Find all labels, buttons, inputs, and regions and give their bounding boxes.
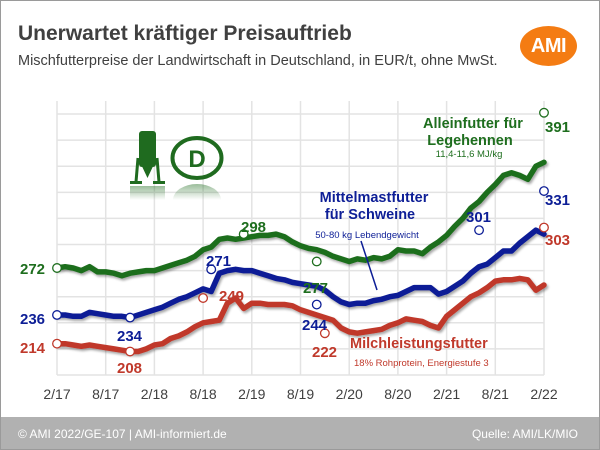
x-tick-label: 8/20 bbox=[384, 386, 411, 402]
annotation-green-note: 11,4-11,6 MJ/kg bbox=[436, 149, 503, 160]
label-green-277: 277 bbox=[303, 280, 328, 297]
label-green-end: 391 bbox=[545, 119, 570, 136]
label-red-222: 222 bbox=[312, 344, 337, 361]
annotation-green-line1: Alleinfutter für bbox=[423, 116, 523, 132]
data-point-marker bbox=[311, 256, 322, 267]
value-labels: 272 298 277 391 236 234 271 244 301 331 … bbox=[20, 119, 570, 377]
annotation-blue-line2: für Schweine bbox=[325, 207, 415, 223]
label-blue-301: 301 bbox=[466, 209, 491, 226]
chart-subtitle: Mischfutterpreise der Landwirtschaft in … bbox=[18, 53, 498, 69]
x-tick-label: 2/18 bbox=[141, 386, 168, 402]
data-markers bbox=[52, 107, 549, 357]
data-point-marker bbox=[52, 310, 62, 320]
data-point-marker bbox=[539, 222, 549, 233]
country-badge-icon: D bbox=[170, 136, 224, 200]
footer-source: Quelle: AMI/LK/MIO bbox=[471, 427, 578, 441]
data-point-marker bbox=[311, 299, 322, 310]
label-red-start: 214 bbox=[20, 340, 46, 357]
footer-copyright: © AMI 2022/GE-107 | AMI-informiert.de bbox=[18, 427, 227, 441]
annotation-red-title: Milchleistungsfutter bbox=[350, 336, 488, 352]
annotation-blue-note: 50-80 kg Lebendgewicht bbox=[315, 230, 419, 241]
x-tick-label: 8/21 bbox=[482, 386, 509, 402]
data-point-marker bbox=[539, 186, 549, 196]
annotation-green-line2: Legehennen bbox=[427, 133, 512, 149]
chart-title: Unerwartet kräftiger Preisauftrieb bbox=[18, 22, 352, 45]
label-blue-start: 236 bbox=[20, 311, 45, 328]
data-point-marker bbox=[125, 346, 136, 357]
x-axis-ticks: 2/17 8/17 2/18 8/18 2/19 8/19 2/20 8/20 2/21 8/21… bbox=[43, 386, 557, 402]
data-point-marker bbox=[238, 229, 249, 240]
data-point-marker bbox=[198, 293, 209, 303]
x-tick-label: 8/17 bbox=[92, 386, 119, 402]
label-blue-271: 271 bbox=[206, 253, 231, 270]
data-point-marker bbox=[474, 225, 485, 236]
label-red-end: 303 bbox=[545, 232, 570, 249]
label-green-298: 298 bbox=[241, 219, 266, 236]
label-red-249: 249 bbox=[219, 288, 244, 305]
label-blue-234: 234 bbox=[117, 328, 143, 345]
x-tick-label: 2/20 bbox=[336, 386, 363, 402]
annotation-milch: Milchleistungsfutter 18% Rohprotein, Ene… bbox=[350, 336, 489, 369]
x-tick-label: 8/19 bbox=[287, 386, 314, 402]
label-green-start: 272 bbox=[20, 261, 45, 278]
data-point-marker bbox=[125, 312, 136, 323]
label-blue-end: 331 bbox=[545, 192, 570, 209]
x-tick-label: 8/18 bbox=[189, 386, 216, 402]
label-red-208: 208 bbox=[117, 360, 142, 377]
series-lines bbox=[54, 159, 547, 355]
badge-letter: D bbox=[188, 146, 205, 173]
x-tick-label: 2/21 bbox=[433, 386, 460, 402]
series-line-1 bbox=[54, 227, 547, 321]
annotation-schweine: Mittelmastfutter für Schweine 50-80 kg L… bbox=[315, 190, 429, 291]
data-point-marker bbox=[206, 264, 217, 275]
data-point-marker bbox=[319, 328, 330, 339]
ami-logo: AMI bbox=[520, 26, 577, 66]
x-tick-label: 2/19 bbox=[238, 386, 265, 402]
series-line-2 bbox=[54, 275, 547, 355]
annotation-legehennen: Alleinfutter für Legehennen 11,4-11,6 MJ… bbox=[423, 116, 523, 160]
footer-bar: © AMI 2022/GE-107 | AMI-informiert.de Qu… bbox=[1, 417, 599, 449]
annotation-blue-line1: Mittelmastfutter bbox=[320, 190, 429, 206]
x-tick-label: 2/17 bbox=[43, 386, 70, 402]
annotation-red-note: 18% Rohprotein, Energiestufe 3 bbox=[354, 358, 489, 369]
x-tick-label: 2/22 bbox=[530, 386, 557, 402]
data-point-marker bbox=[52, 263, 62, 273]
label-blue-244: 244 bbox=[302, 317, 328, 334]
data-point-marker bbox=[539, 107, 549, 118]
annotation-blue-pointer bbox=[360, 240, 378, 291]
silo-icon bbox=[130, 131, 165, 200]
data-point-marker bbox=[52, 338, 62, 349]
series-line-0 bbox=[54, 159, 547, 279]
